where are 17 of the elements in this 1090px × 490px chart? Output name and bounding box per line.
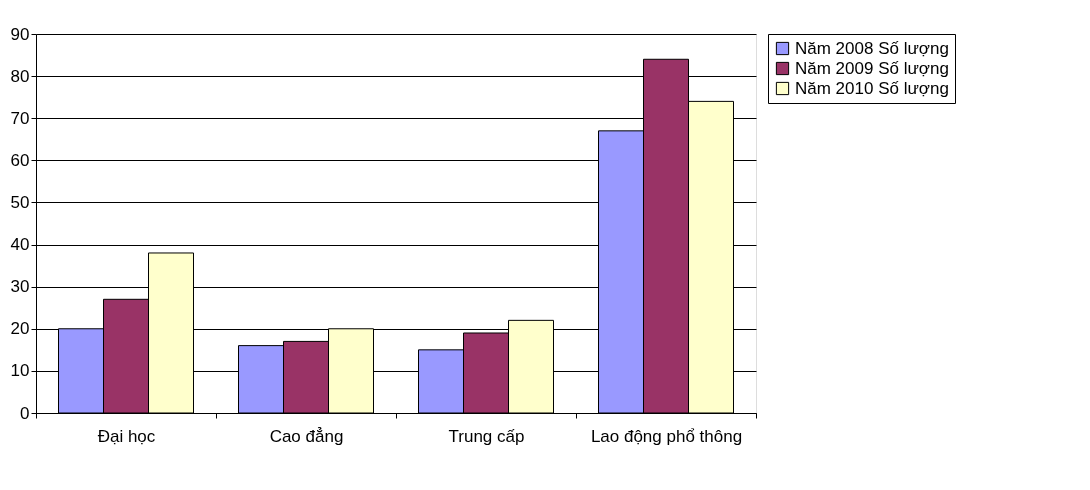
x-tick-label: Trung cấp: [448, 426, 525, 446]
y-tick-label: 60: [10, 150, 30, 170]
y-tick-label: 40: [10, 235, 30, 255]
y-tick-label: 90: [10, 24, 30, 44]
legend-label: Năm 2010 Số lượng: [795, 78, 949, 98]
x-tick-label: Lao động phổ thông: [590, 426, 743, 446]
y-tick-label: 50: [10, 192, 30, 212]
y-tick-label: 80: [10, 66, 30, 86]
y-tick-label: 10: [10, 361, 30, 381]
y-tick-label: 30: [10, 277, 30, 297]
y-tick-label: 20: [10, 319, 30, 339]
x-tick-label: Cao đẳng: [269, 426, 344, 446]
legend-label: Năm 2009 Số lượng: [795, 58, 949, 78]
x-tick-label: Đại học: [97, 426, 156, 446]
legend-label: Năm 2008 Số lượng: [795, 38, 949, 58]
y-tick-label: 0: [20, 403, 30, 423]
y-tick-label: 70: [10, 108, 30, 128]
